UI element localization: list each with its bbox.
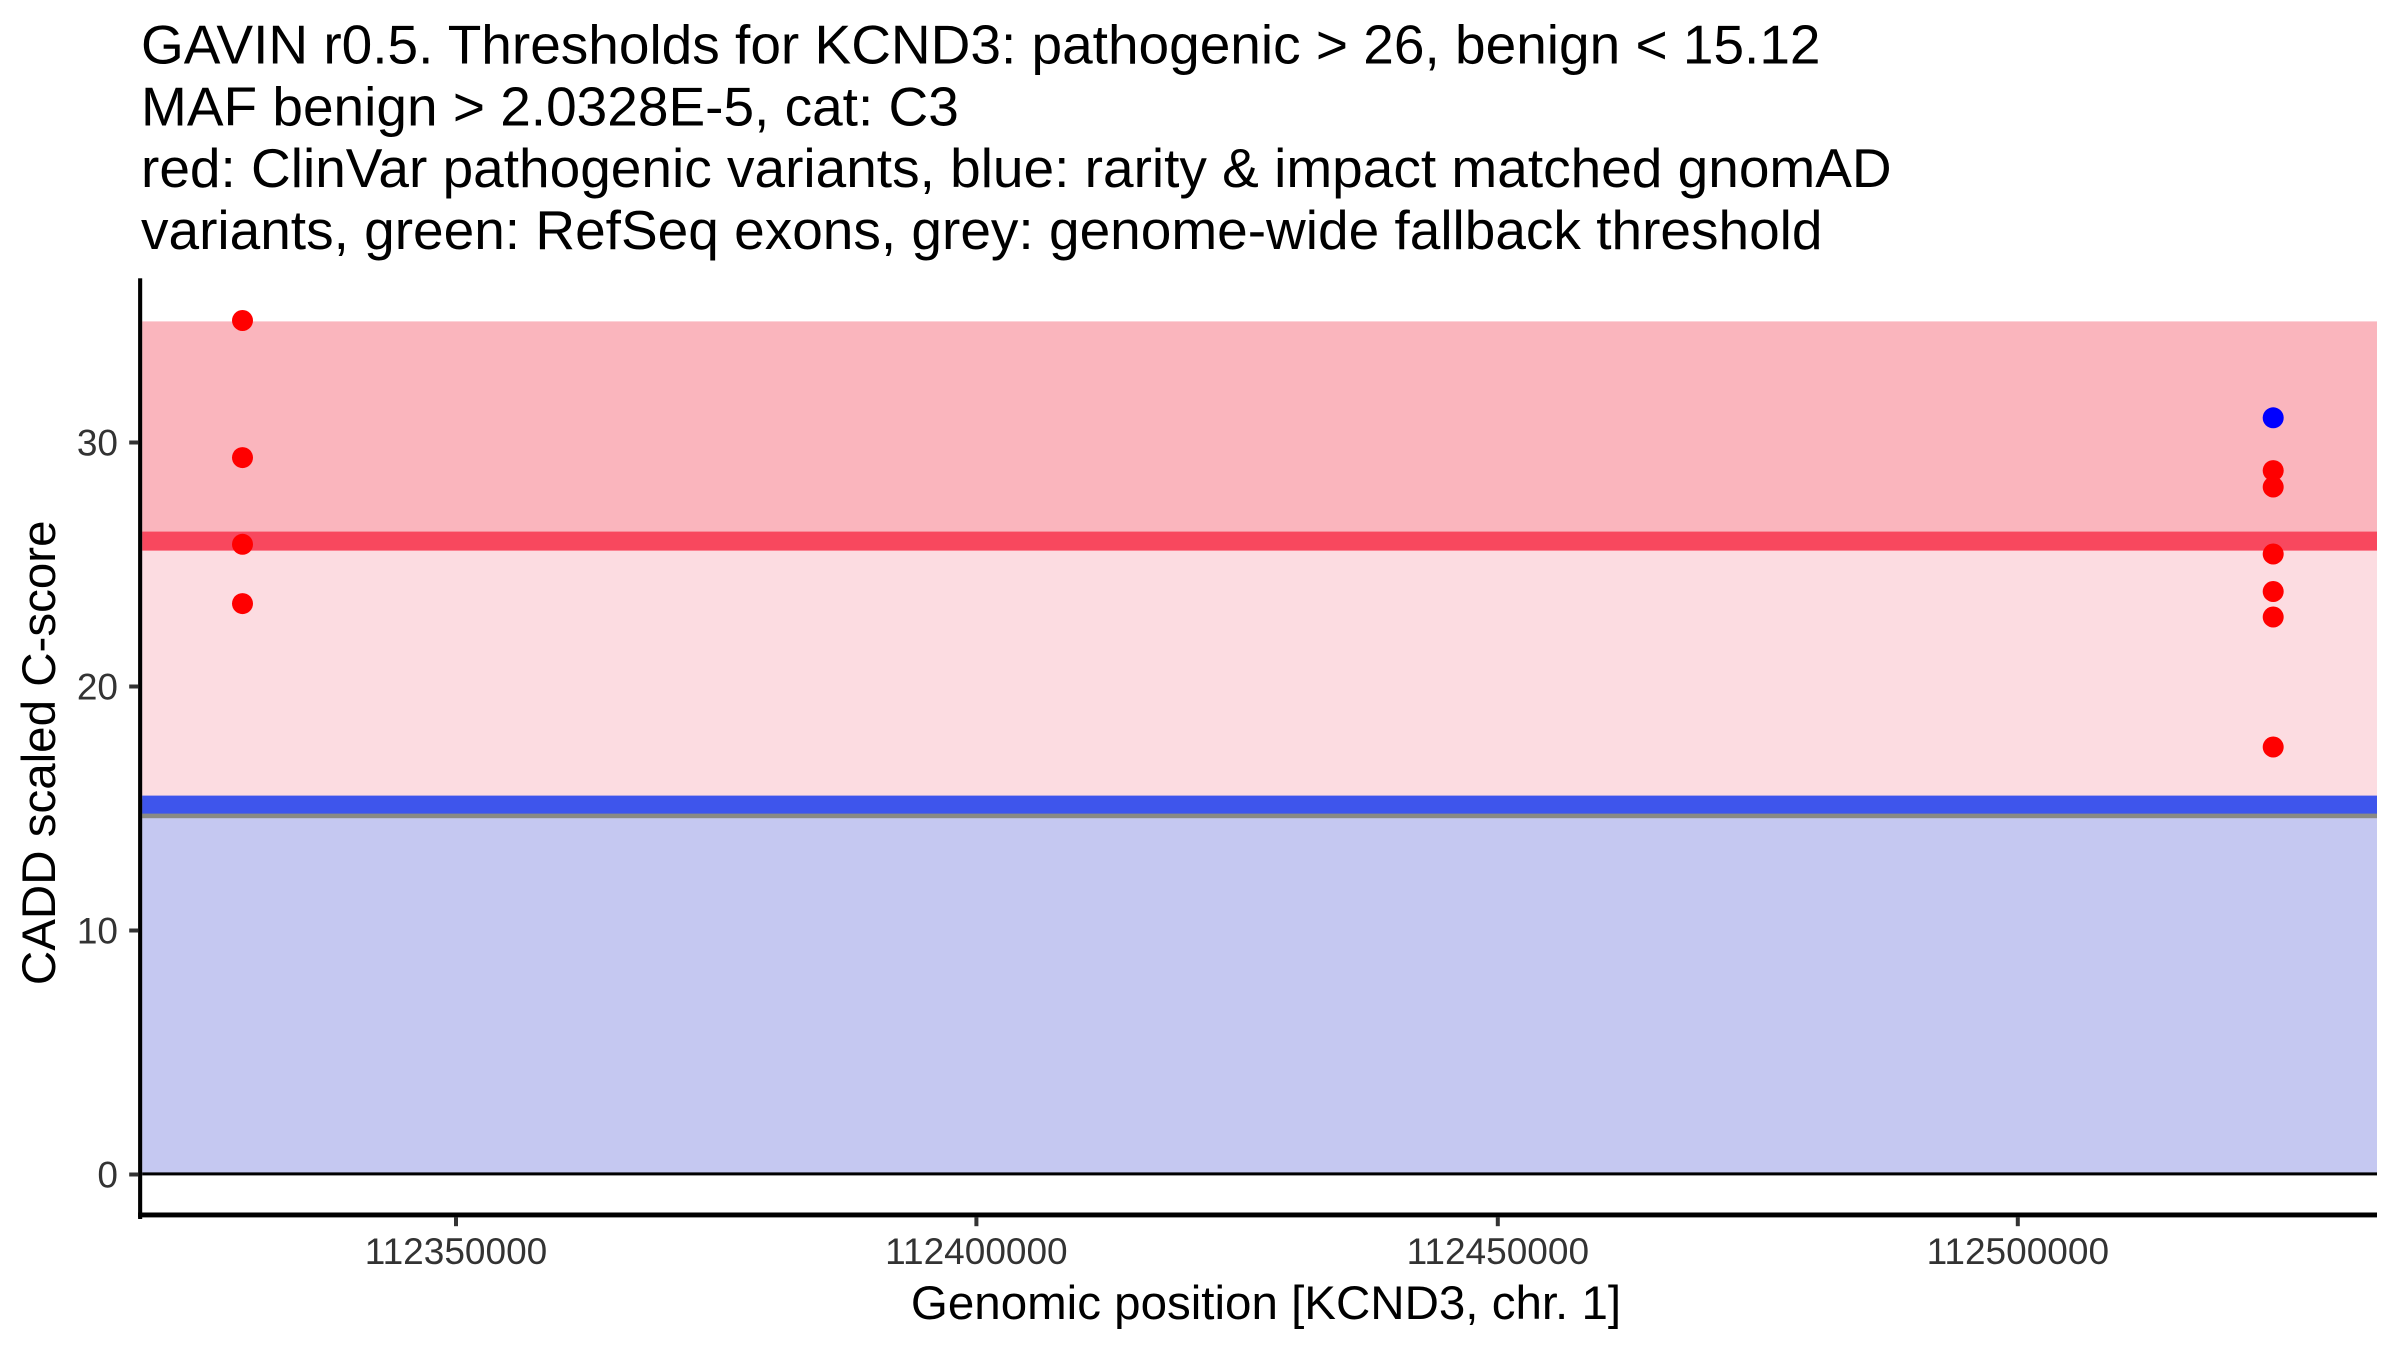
svg-text:112400000: 112400000 <box>885 1231 1067 1272</box>
svg-text:MAF benign > 2.0328E-5, cat: C: MAF benign > 2.0328E-5, cat: C3 <box>141 75 959 137</box>
svg-text:CADD scaled C-score: CADD scaled C-score <box>13 521 66 986</box>
svg-text:0: 0 <box>97 1154 118 1195</box>
svg-text:Genomic position [KCND3, chr.: Genomic position [KCND3, chr. 1] <box>911 1277 1621 1330</box>
svg-text:112500000: 112500000 <box>1927 1231 2109 1272</box>
svg-text:GAVIN r0.5. Thresholds for KCN: GAVIN r0.5. Thresholds for KCND3: pathog… <box>141 14 1821 76</box>
svg-text:red: ClinVar pathogenic varian: red: ClinVar pathogenic variants, blue: … <box>141 137 1892 199</box>
svg-text:112450000: 112450000 <box>1407 1231 1589 1272</box>
svg-text:variants, green: RefSeq exons,: variants, green: RefSeq exons, grey: gen… <box>141 199 1822 261</box>
svg-text:20: 20 <box>77 666 118 707</box>
svg-text:112350000: 112350000 <box>365 1231 547 1272</box>
svg-text:10: 10 <box>77 910 118 951</box>
svg-text:30: 30 <box>77 422 118 463</box>
